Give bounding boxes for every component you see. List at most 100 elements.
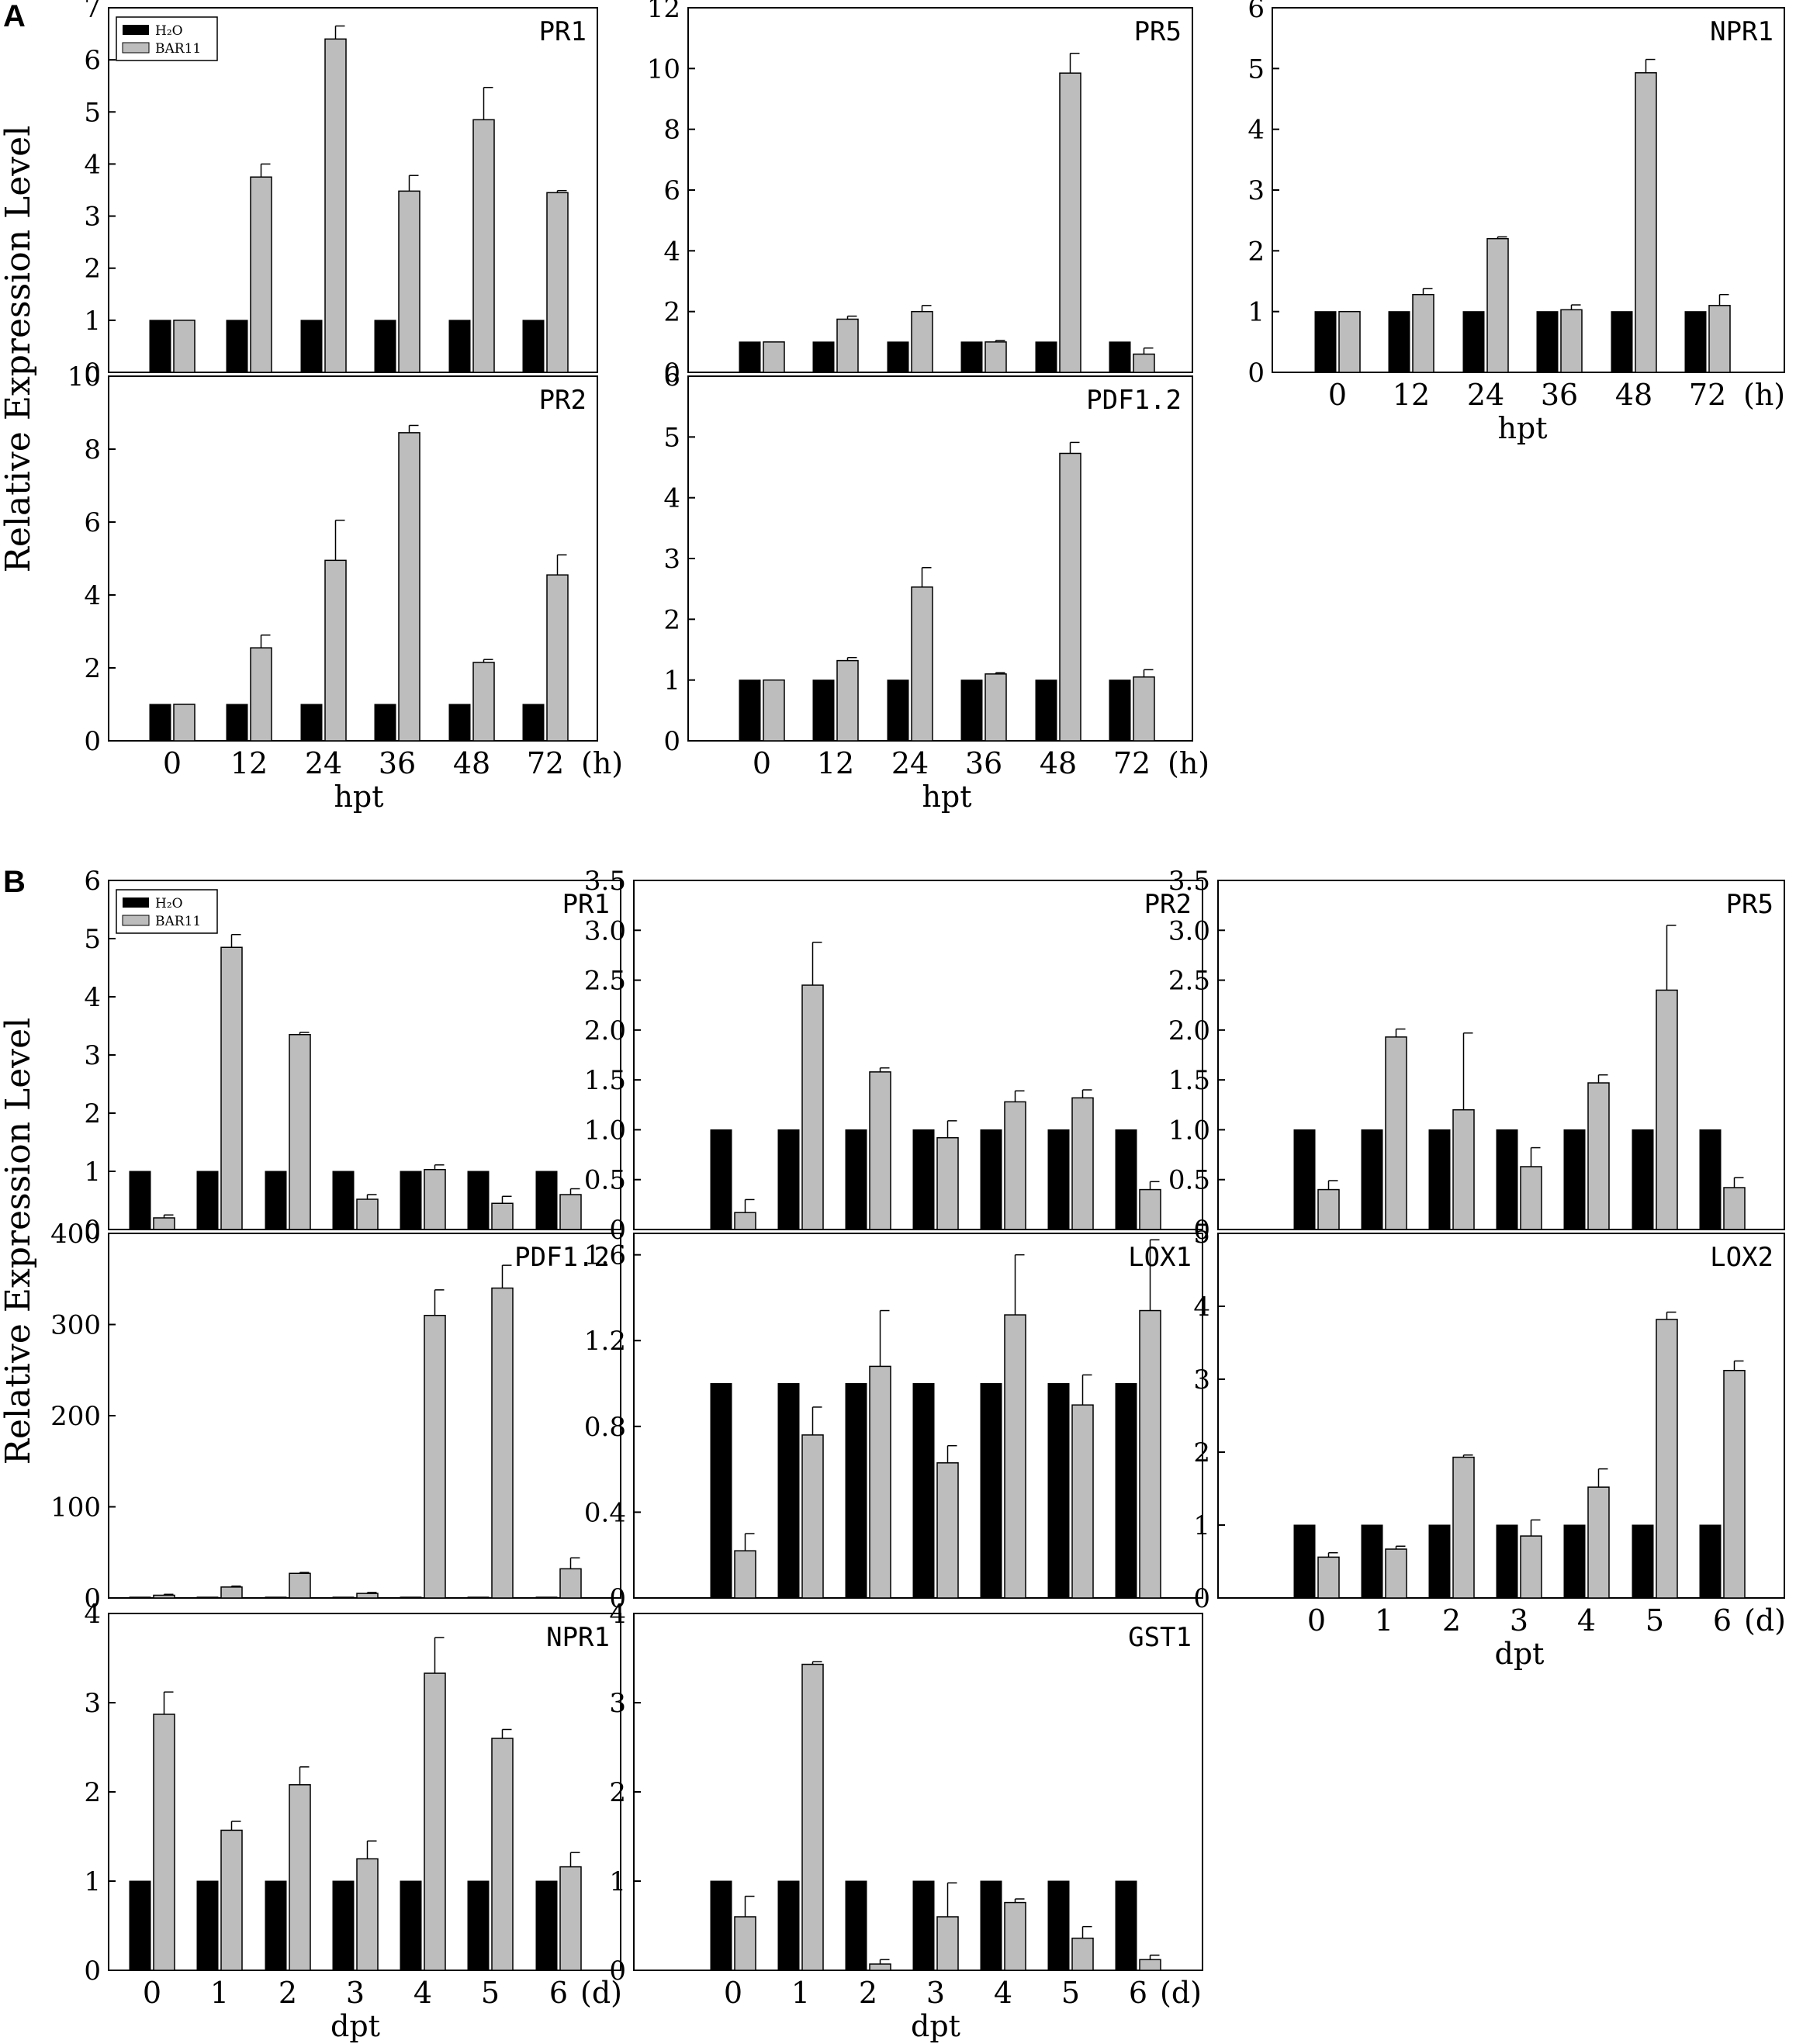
bar-bar11 bbox=[936, 1136, 959, 1230]
x-tick-label: 3 bbox=[346, 1976, 365, 2010]
bar-h2o bbox=[812, 680, 835, 742]
bar-h2o bbox=[1109, 680, 1131, 742]
bar-bar11 bbox=[220, 1586, 243, 1599]
bar-h2o bbox=[960, 341, 983, 373]
bar-bar11 bbox=[1139, 1309, 1161, 1599]
y-tick-label: 2 bbox=[609, 1777, 626, 1808]
x-tick-label: 24 bbox=[891, 746, 929, 780]
x-tick-label: 12 bbox=[230, 746, 268, 780]
y-tick-label: 1 bbox=[84, 1866, 101, 1897]
gene-title: NPR1 bbox=[1710, 16, 1774, 47]
bar-h2o bbox=[845, 1129, 867, 1230]
y-tick-label: 6 bbox=[84, 507, 101, 538]
bar-h2o bbox=[467, 1596, 490, 1599]
bar-h2o bbox=[1563, 1524, 1586, 1599]
bar-bar11 bbox=[1723, 1369, 1746, 1599]
bar-h2o bbox=[226, 320, 248, 373]
bar-bar11 bbox=[356, 1198, 379, 1230]
x-axis-label: hpt bbox=[1497, 411, 1547, 445]
x-tick-label: 0 bbox=[753, 746, 771, 780]
bar-bar11 bbox=[424, 1315, 446, 1599]
y-tick-label: 2 bbox=[1248, 236, 1265, 267]
y-tick-label: 3 bbox=[84, 1688, 101, 1719]
bar-h2o bbox=[374, 320, 396, 373]
bar-bar11 bbox=[1708, 305, 1731, 373]
bar-h2o bbox=[265, 1171, 287, 1230]
bar-bar11 bbox=[356, 1858, 379, 1971]
y-tick-label: 2.0 bbox=[1168, 1015, 1210, 1046]
bar-bar11 bbox=[734, 1550, 756, 1599]
y-tick-label: 0 bbox=[84, 1583, 101, 1614]
bar-bar11 bbox=[424, 1169, 446, 1230]
bar-bar11 bbox=[801, 1434, 824, 1599]
bar-bar11 bbox=[398, 432, 420, 742]
y-tick-label: 4 bbox=[84, 982, 101, 1013]
bar-h2o bbox=[1115, 1880, 1137, 1971]
bar-bar11 bbox=[1723, 1187, 1746, 1230]
bar-h2o bbox=[129, 1171, 151, 1230]
bar-h2o bbox=[196, 1171, 219, 1230]
gene-title: GST1 bbox=[1128, 1622, 1192, 1653]
y-tick-label: 5 bbox=[84, 97, 101, 128]
y-tick-label: 1 bbox=[84, 306, 101, 337]
x-tick-label: 12 bbox=[817, 746, 854, 780]
y-tick-label: 2.5 bbox=[584, 966, 626, 997]
bar-bar11 bbox=[1338, 310, 1361, 373]
y-tick-label: 4 bbox=[1193, 1292, 1210, 1323]
bar-bar11 bbox=[356, 1593, 379, 1599]
x-tick-label: 3 bbox=[926, 1976, 945, 2010]
bar-bar11 bbox=[836, 318, 859, 373]
bar-bar11 bbox=[1004, 1314, 1026, 1599]
x-tick-label: 3 bbox=[1510, 1603, 1528, 1638]
bar-h2o bbox=[196, 1880, 219, 1971]
bar-bar11 bbox=[250, 176, 272, 373]
y-tick-label: 12 bbox=[647, 0, 680, 24]
y-tick-label: 0.4 bbox=[584, 1497, 626, 1528]
x-tick-label: 48 bbox=[1615, 378, 1652, 412]
bar-bar11 bbox=[491, 1202, 514, 1230]
legend-box bbox=[116, 16, 218, 61]
bar-bar11 bbox=[220, 946, 243, 1230]
x-tick-label: 2 bbox=[279, 1976, 297, 2010]
y-tick-label: 4 bbox=[1248, 115, 1265, 146]
bar-h2o bbox=[980, 1880, 1002, 1971]
panel-a-letter: A bbox=[3, 0, 26, 33]
bar-bar11 bbox=[546, 574, 569, 742]
bar-bar11 bbox=[472, 662, 495, 742]
x-tick-label: 24 bbox=[1467, 378, 1504, 412]
x-unit-label: (h) bbox=[1168, 746, 1209, 780]
bar-bar11 bbox=[559, 1568, 582, 1599]
y-tick-label: 1 bbox=[663, 666, 680, 697]
bar-h2o bbox=[400, 1880, 422, 1971]
bar-h2o bbox=[777, 1129, 800, 1230]
legend-box bbox=[116, 889, 218, 934]
bar-h2o bbox=[845, 1880, 867, 1971]
bar-bar11 bbox=[220, 1829, 243, 1971]
y-tick-label: 2 bbox=[663, 604, 680, 635]
bar-bar11 bbox=[289, 1572, 311, 1599]
bar-h2o bbox=[374, 704, 396, 742]
bar-bar11 bbox=[1486, 237, 1509, 373]
chart-b-lox1: 0 0.4 0.8 1.2 1.6 LOX1 bbox=[584, 1233, 1203, 1614]
bar-bar11 bbox=[911, 310, 933, 373]
chart-a-pr1: 0 1 2 3 4 5 6 7 PR1 H₂O BAR11 bbox=[84, 0, 598, 389]
bar-h2o bbox=[1047, 1129, 1070, 1230]
y-tick-label: 5 bbox=[1248, 54, 1265, 85]
y-tick-label: 2.5 bbox=[1168, 966, 1210, 997]
x-tick-label: 4 bbox=[1577, 1603, 1596, 1638]
bar-h2o bbox=[960, 680, 983, 742]
gene-title: LOX2 bbox=[1710, 1242, 1774, 1273]
bar-bar11 bbox=[936, 1916, 959, 1971]
gene-title: PR1 bbox=[562, 889, 610, 920]
y-tick-label: 0.8 bbox=[584, 1412, 626, 1443]
bar-bar11 bbox=[153, 1594, 175, 1599]
x-tick-label: 4 bbox=[414, 1976, 432, 2010]
bar-bar11 bbox=[1520, 1166, 1542, 1230]
bar-bar11 bbox=[911, 586, 933, 742]
bar-bar11 bbox=[869, 1071, 891, 1230]
panel-b-ylabel: Relative Expression Level bbox=[0, 1018, 38, 1465]
bar-h2o bbox=[400, 1171, 422, 1230]
